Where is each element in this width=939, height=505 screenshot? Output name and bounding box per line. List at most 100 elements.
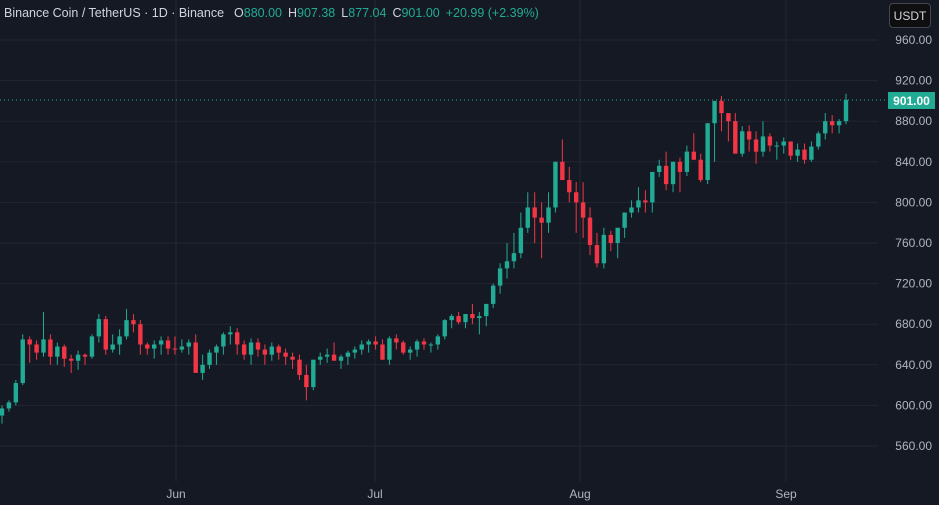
candle-body	[836, 121, 842, 126]
candle-body	[193, 342, 198, 373]
candle-body	[41, 339, 46, 353]
x-tick-label: Aug	[569, 487, 590, 501]
candle-body	[435, 336, 441, 345]
candle-body	[601, 234, 607, 264]
candle-body	[82, 354, 88, 357]
candle-body	[338, 356, 344, 361]
candle-body	[68, 358, 74, 361]
open-value: 880.00	[243, 6, 282, 20]
candle-body	[20, 339, 25, 384]
candle-body	[463, 314, 468, 323]
close-label: C	[392, 6, 402, 20]
candle-body	[331, 354, 337, 361]
candle-body	[248, 342, 254, 355]
candle-body	[228, 332, 233, 335]
candle-body	[124, 320, 129, 337]
candle-body	[456, 316, 461, 323]
candle-body	[643, 200, 648, 203]
y-tick-label: 600.00	[895, 398, 932, 412]
candle-body	[746, 131, 752, 140]
candle-body	[663, 165, 669, 185]
candle-body	[55, 346, 60, 357]
candle-body	[401, 342, 406, 353]
candle-body	[6, 402, 12, 409]
open-label: O	[234, 6, 244, 20]
candle-body	[802, 149, 807, 160]
candle-body	[546, 207, 551, 223]
candle-body	[297, 359, 302, 375]
candle-body	[795, 149, 800, 156]
candle-body	[428, 344, 434, 346]
currency-button[interactable]: USDT	[889, 3, 931, 28]
candle-body	[27, 339, 32, 345]
candle-body	[34, 344, 39, 353]
candle-body	[394, 338, 399, 343]
candle-body	[387, 338, 392, 360]
candle-body	[407, 349, 413, 353]
candle-body	[380, 344, 385, 360]
candle-body	[753, 139, 759, 152]
candle-body	[553, 161, 558, 208]
candle-body	[117, 336, 122, 345]
candle-body	[470, 314, 475, 319]
candle-body	[241, 344, 247, 355]
candle-body	[373, 341, 378, 345]
candle-body	[691, 151, 697, 160]
candle-body	[650, 171, 655, 203]
candle-body	[318, 356, 323, 360]
candle-body	[615, 227, 620, 243]
candle-body	[290, 356, 295, 360]
candle-body	[511, 253, 517, 262]
candle-body	[276, 346, 281, 353]
candle-body	[580, 202, 586, 218]
y-tick-label: 800.00	[895, 195, 932, 209]
candle-body	[809, 146, 814, 160]
candle-body	[705, 123, 710, 181]
candle-body	[733, 121, 738, 154]
candle-body	[221, 334, 226, 347]
candle-body	[823, 121, 828, 134]
y-tick-label: 560.00	[895, 439, 932, 453]
candle-body	[75, 354, 81, 361]
candle-body	[518, 227, 524, 254]
candle-body	[587, 217, 593, 246]
candle-body	[504, 261, 510, 269]
candle-body	[214, 346, 219, 353]
candle-body	[352, 349, 358, 353]
y-tick-label: 680.00	[895, 317, 932, 331]
candle-body	[13, 383, 19, 403]
candle-body	[490, 285, 496, 304]
candle-body	[726, 113, 731, 122]
high-label: H	[288, 6, 298, 20]
change-value: +20.99 (+2.39%)	[445, 6, 539, 20]
candle-body	[421, 341, 427, 345]
candle-body	[788, 141, 793, 156]
candle-body	[366, 341, 371, 345]
candle-body	[622, 212, 627, 228]
y-tick-label: 760.00	[895, 236, 932, 250]
candle-body	[283, 352, 288, 357]
candle-body	[684, 151, 690, 172]
candle-body	[767, 136, 773, 146]
candle-body	[594, 245, 600, 264]
candle-body	[158, 340, 164, 345]
y-tick-label: 840.00	[895, 155, 932, 169]
candle-body	[532, 207, 537, 218]
candle-body	[0, 408, 5, 416]
candle-body	[677, 161, 683, 172]
candle-body	[186, 342, 191, 347]
y-tick-label: 880.00	[895, 114, 932, 128]
candle-body	[145, 344, 150, 349]
candle-body	[269, 346, 275, 355]
candle-body	[449, 316, 454, 321]
close-value: 901.00	[401, 6, 440, 20]
x-tick-label: Jul	[367, 487, 382, 501]
symbol-legend: Binance Coin / TetherUS · 1D · Binance O…	[4, 6, 539, 20]
candle-body	[843, 99, 849, 122]
candle-body	[359, 344, 364, 350]
symbol-title: Binance Coin / TetherUS · 1D · Binance	[4, 6, 225, 20]
candle-body	[172, 348, 178, 350]
candle-body	[573, 192, 579, 203]
candle-body	[657, 165, 662, 172]
